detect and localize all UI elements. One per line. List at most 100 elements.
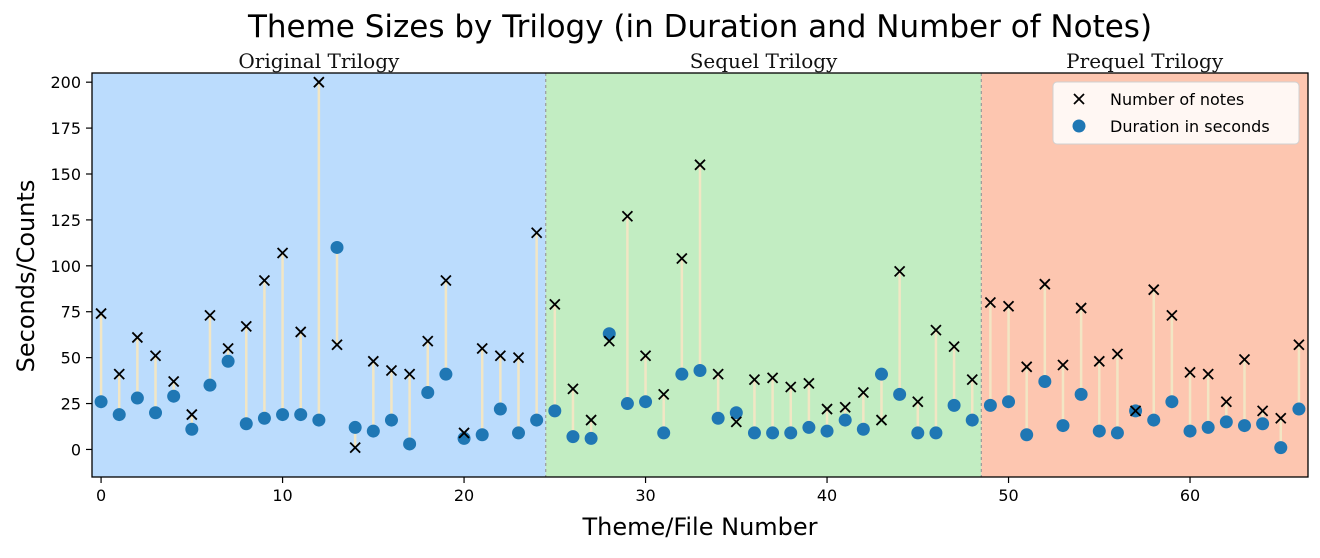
notes-marker-stroke	[676, 252, 688, 265]
legend-label-notes: Number of notes	[1110, 90, 1244, 109]
notes-marker	[1148, 284, 1160, 296]
notes-marker	[113, 368, 125, 380]
notes-marker	[440, 274, 452, 287]
notes-marker-stroke	[748, 374, 761, 386]
notes-marker	[1111, 348, 1124, 360]
notes-marker-stroke	[1202, 368, 1214, 380]
notes-marker-stroke	[385, 364, 398, 377]
duration-point	[239, 417, 253, 431]
duration-point	[947, 398, 961, 412]
duration-point	[1092, 424, 1106, 438]
notes-marker-stroke	[621, 210, 634, 222]
notes-marker	[385, 364, 398, 377]
y-tick-label: 25	[61, 395, 81, 414]
duration-point	[1020, 428, 1034, 442]
duration-point	[530, 413, 544, 427]
duration-point	[856, 422, 870, 436]
x-axis-label: Theme/File Number	[581, 513, 817, 541]
notes-marker	[531, 227, 543, 239]
notes-marker	[276, 247, 289, 259]
notes-marker-stroke	[494, 350, 506, 362]
duration-point	[512, 426, 526, 440]
duration-point	[312, 413, 326, 427]
notes-marker-stroke	[204, 309, 216, 322]
plot-frame	[91, 72, 1309, 478]
notes-marker	[1093, 355, 1105, 367]
duration-point	[1056, 419, 1070, 433]
notes-marker-stroke	[1057, 359, 1069, 371]
notes-marker-stroke	[131, 331, 144, 344]
notes-marker	[1293, 339, 1305, 351]
duration-point	[874, 367, 888, 381]
notes-marker-stroke	[1148, 284, 1160, 296]
x-tick-label: 60	[1180, 486, 1200, 505]
notes-marker-stroke	[1021, 361, 1033, 373]
notes-marker-stroke	[222, 342, 234, 355]
notes-marker-stroke	[1275, 412, 1287, 424]
duration-point	[711, 411, 725, 425]
duration-point	[294, 408, 308, 422]
notes-marker-stroke	[585, 414, 597, 426]
notes-marker-stroke	[912, 396, 924, 408]
notes-marker	[1002, 300, 1015, 312]
notes-marker	[585, 414, 597, 426]
notes-marker	[476, 342, 488, 355]
duration-point	[1201, 420, 1215, 434]
duration-point	[493, 402, 507, 416]
duration-point	[130, 391, 144, 405]
legend-notes-marker	[1073, 93, 1085, 105]
duration-point	[602, 327, 616, 341]
notes-marker	[186, 408, 198, 421]
notes-marker	[875, 414, 888, 426]
duration-point	[1038, 375, 1052, 389]
notes-marker	[1220, 396, 1232, 408]
duration-point	[1165, 395, 1179, 409]
notes-marker	[1021, 361, 1033, 373]
notes-marker-stroke	[567, 383, 579, 395]
notes-marker-stroke	[1293, 339, 1305, 351]
x-tick-label: 50	[998, 486, 1018, 505]
notes-marker	[458, 427, 470, 439]
notes-marker	[222, 342, 234, 355]
x-tick-label: 0	[96, 486, 106, 505]
duration-point	[747, 426, 761, 440]
duration-point	[421, 386, 435, 400]
notes-marker	[1129, 405, 1142, 417]
notes-marker	[95, 307, 107, 320]
notes-marker	[313, 76, 325, 88]
duration-point	[1274, 441, 1288, 455]
y-tick-label: 0	[71, 440, 81, 459]
notes-marker-stroke	[1238, 353, 1251, 366]
notes-marker	[1039, 278, 1051, 290]
notes-marker-stroke	[857, 386, 869, 399]
duration-point	[1110, 426, 1124, 440]
duration-point	[893, 387, 907, 401]
notes-marker	[785, 381, 797, 393]
duration-point	[1292, 402, 1306, 416]
notes-marker-stroke	[694, 159, 706, 171]
notes-marker-stroke	[349, 441, 361, 454]
duration-point	[784, 426, 798, 440]
notes-marker	[149, 350, 162, 362]
duration-point	[566, 430, 580, 444]
duration-point	[149, 406, 163, 420]
notes-marker	[549, 298, 561, 311]
duration-point	[584, 431, 598, 445]
duration-point	[348, 420, 362, 434]
notes-marker-stroke	[821, 403, 833, 415]
notes-marker	[1057, 359, 1069, 371]
notes-marker	[1256, 405, 1269, 417]
duration-point	[185, 422, 199, 436]
notes-marker	[730, 416, 742, 428]
notes-marker-stroke	[1166, 309, 1178, 322]
notes-marker-stroke	[512, 351, 525, 364]
y-tick-label: 100	[50, 257, 81, 276]
duration-point	[1147, 413, 1161, 427]
y-tick-label: 75	[61, 303, 81, 322]
duration-point	[112, 408, 126, 422]
duration-point	[657, 426, 671, 440]
region-label-2: Sequel Trilogy	[690, 49, 838, 73]
duration-point	[1002, 395, 1016, 409]
notes-marker	[912, 396, 924, 408]
duration-point	[221, 354, 235, 368]
